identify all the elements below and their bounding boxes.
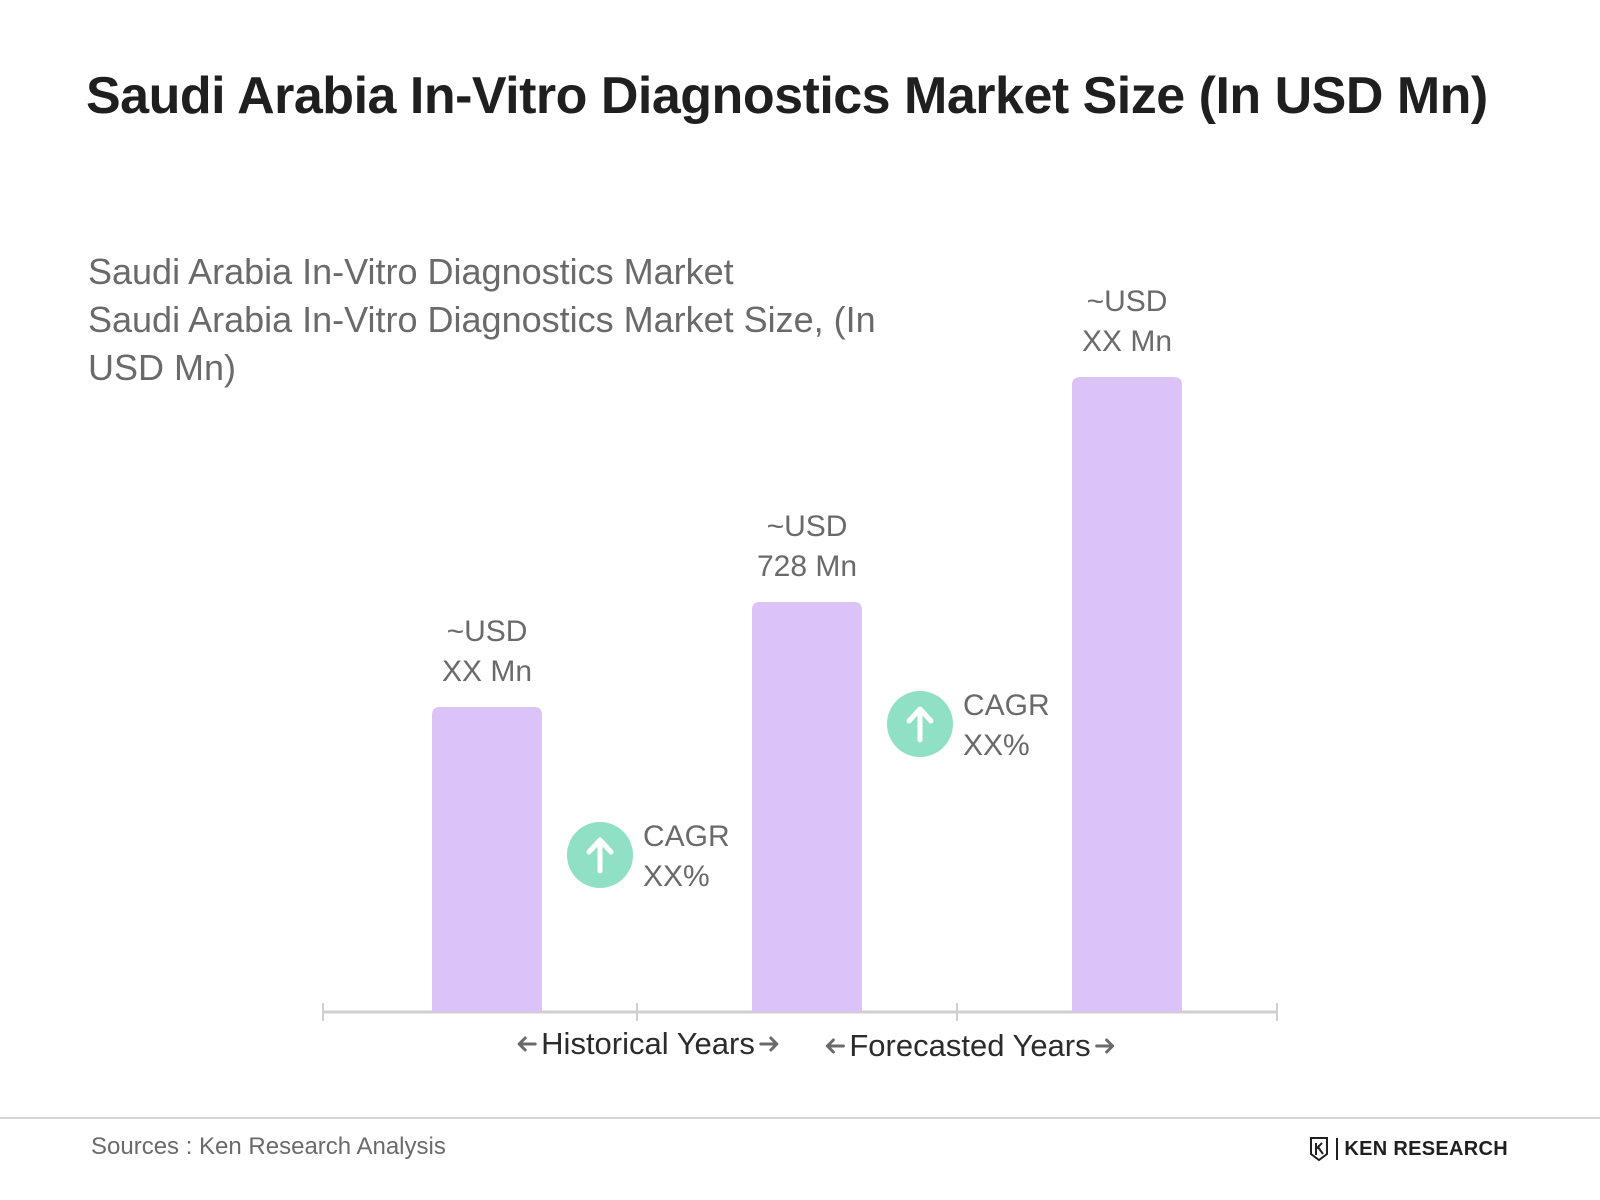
bar-chart: ~USD XX Mn ~USD 728 Mn ~USD XX Mn CAGR XX% CAGR X… — [322, 285, 1278, 1063]
brand-logo: KEN RESEARCH — [1308, 1136, 1508, 1162]
bar-1 — [432, 707, 542, 1012]
bar-label-2-prefix: ~USD — [767, 510, 848, 543]
arrow-left-icon — [825, 1038, 845, 1054]
bar-label-1-value: XX Mn — [442, 655, 532, 688]
chart-title: Saudi Arabia In-Vitro Diagnostics Market… — [86, 67, 1488, 125]
footer-divider — [0, 1117, 1600, 1119]
period-label-2: Forecasted Years — [849, 1028, 1090, 1063]
arrow-right-icon — [759, 1036, 779, 1052]
arrow-up-icon — [906, 706, 934, 743]
cagr-value-2: XX% — [963, 729, 1030, 762]
subtitle-line-2: Saudi Arabia In-Vitro Diagnostics Market… — [88, 299, 876, 388]
period-label-1: Historical Years — [541, 1026, 755, 1061]
bar-3 — [1072, 377, 1182, 1012]
bar-2 — [752, 602, 862, 1012]
cagr-label-2: CAGR — [963, 689, 1050, 722]
source-note: Sources : Ken Research Analysis — [91, 1133, 446, 1160]
arrow-left-icon — [517, 1036, 537, 1052]
brand-name: KEN RESEARCH — [1344, 1137, 1508, 1160]
cagr-value-1: XX% — [643, 860, 710, 893]
arrow-up-icon — [586, 837, 614, 874]
brand-separator — [1336, 1138, 1339, 1160]
subtitle-line-1: Saudi Arabia In-Vitro Diagnostics Market — [88, 251, 734, 292]
chart-subtitle: Saudi Arabia In-Vitro Diagnostics Market… — [88, 248, 948, 392]
bar-label-2-value: 728 Mn — [757, 550, 857, 583]
cagr-label-1: CAGR — [643, 820, 730, 853]
bar-label-1-prefix: ~USD — [447, 615, 528, 648]
arrow-right-icon — [1095, 1038, 1115, 1054]
bar-label-3-value: XX Mn — [1082, 325, 1172, 358]
ken-research-logo-icon — [1310, 1137, 1329, 1162]
bar-label-3-prefix: ~USD — [1087, 285, 1168, 318]
